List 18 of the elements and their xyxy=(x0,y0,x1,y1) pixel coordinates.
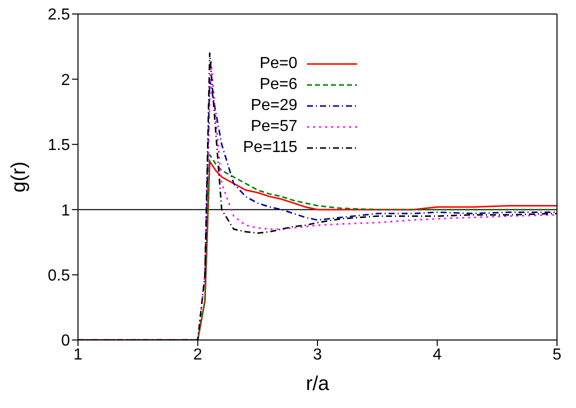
y-tick-label: 0 xyxy=(61,332,70,350)
x-tick-label: 3 xyxy=(313,346,322,364)
x-tick-label: 1 xyxy=(74,346,83,364)
y-tick-label: 0.5 xyxy=(48,267,70,284)
y-tick-label: 2.5 xyxy=(48,6,70,24)
legend-label: Pe=29 xyxy=(250,96,298,116)
x-tick-label: 4 xyxy=(432,346,442,364)
x-axis-title: r/a xyxy=(306,373,330,395)
y-tick-label: 1 xyxy=(61,202,70,220)
y-axis-title: g(r) xyxy=(8,161,30,193)
x-tick-label: 2 xyxy=(193,346,202,364)
legend-label: Pe=115 xyxy=(243,138,298,158)
y-tick-label: 2 xyxy=(61,72,70,89)
legend-label: Pe=6 xyxy=(260,75,298,95)
x-tick-label: 5 xyxy=(552,346,562,364)
legend-label: Pe=0 xyxy=(260,54,298,74)
legend-label: Pe=57 xyxy=(250,117,298,137)
y-tick-label: 1.5 xyxy=(48,137,70,154)
